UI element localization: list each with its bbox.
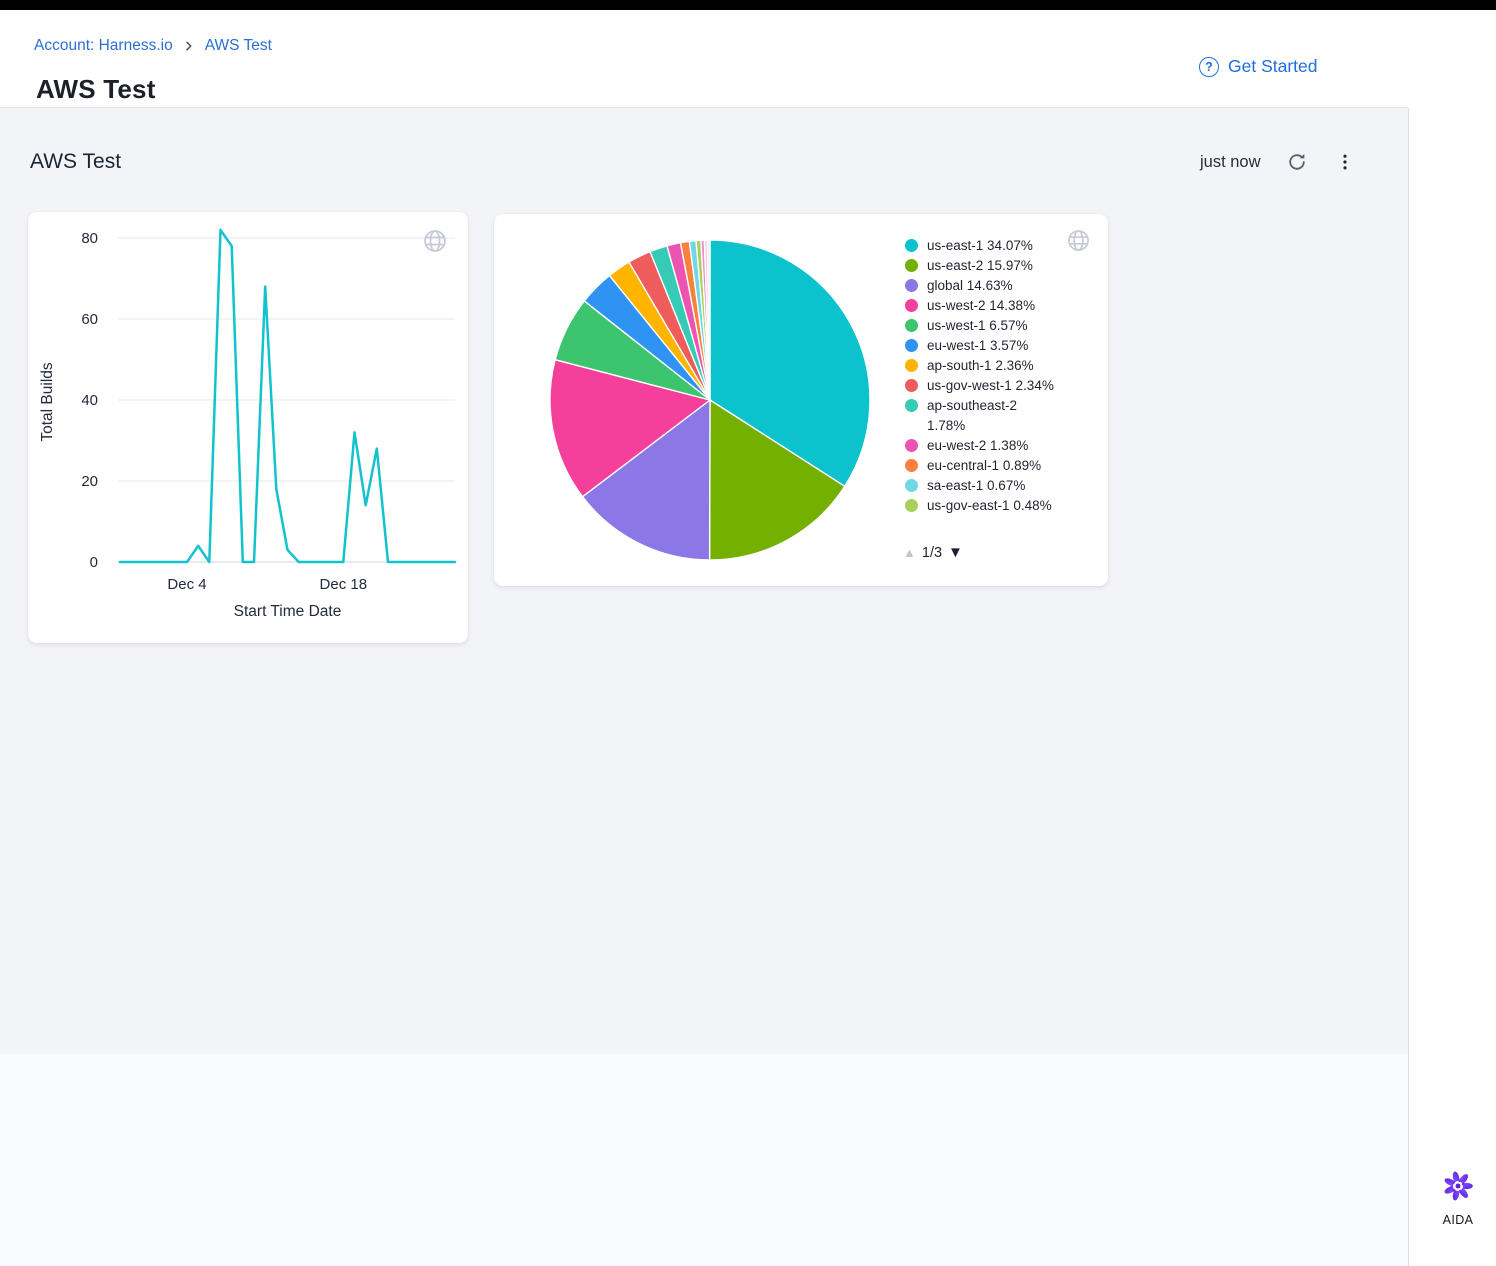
app-header: Account: Harness.io AWS Test AWS Test ? …: [0, 10, 1496, 108]
total-builds-line: [118, 228, 457, 564]
line-chart-svg: 0 20 40 60 80 Dec 4 Dec 18 Start Time Date Total…: [39, 228, 457, 620]
legend-color-dot: [905, 379, 918, 392]
x-tick-label: Dec 18: [320, 576, 368, 593]
legend-color-dot: [905, 239, 918, 252]
y-axis-label: Total Builds: [39, 362, 56, 442]
legend-label: eu-west-1 3.57%: [927, 338, 1029, 353]
right-rail: [1408, 108, 1496, 1266]
aida-button[interactable]: AIDA: [1428, 1168, 1488, 1227]
legend-color-dot: [905, 299, 918, 312]
y-tick-label: 40: [81, 392, 98, 409]
breadcrumb-page-link[interactable]: AWS Test: [204, 37, 272, 54]
refresh-button[interactable]: [1285, 150, 1309, 174]
legend-item-ap-southeast-2[interactable]: ap-southeast-2 1.78%: [905, 396, 1090, 436]
legend-item-ap-south-1[interactable]: ap-south-1 2.36%: [905, 356, 1090, 376]
legend-item-global[interactable]: global 14.63%: [905, 276, 1090, 296]
legend-label: us-west-1 6.57%: [927, 318, 1028, 333]
globe-icon: [1066, 228, 1091, 258]
legend-label: us-gov-west-1 2.34%: [927, 378, 1054, 393]
last-refreshed-label: just now: [1200, 152, 1261, 171]
legend-item-eu-west-2[interactable]: eu-west-2 1.38%: [905, 436, 1090, 456]
legend-item-sa-east-1[interactable]: sa-east-1 0.67%: [905, 476, 1090, 496]
pie-slice-us-west-2[interactable]: [549, 359, 711, 498]
page-title: AWS Test: [36, 74, 156, 104]
legend-color-dot: [905, 479, 918, 492]
legend-item-us-gov-west-1[interactable]: us-gov-west-1 2.34%: [905, 376, 1090, 396]
legend-label: eu-central-1 0.89%: [927, 458, 1042, 473]
legend-color-dot: [905, 359, 918, 372]
legend-pagination: ▲ 1/3 ▼: [903, 544, 963, 561]
legend-item-eu-central-1[interactable]: eu-central-1 0.89%: [905, 456, 1090, 476]
legend-label: ap-southeast-2 1.78%: [927, 398, 1018, 433]
pie-chart-tile: us-east-1 34.07% us-east-2 15.97% global 1…: [494, 214, 1108, 586]
legend-item-us-west-1[interactable]: us-west-1 6.57%: [905, 316, 1090, 336]
y-tick-label: 80: [81, 230, 98, 247]
header-divider: [0, 107, 1408, 108]
legend-page-down-icon[interactable]: ▼: [948, 544, 963, 561]
legend-label: global 14.63%: [927, 278, 1013, 293]
legend-color-dot: [905, 279, 918, 292]
pie-slice-us-east-2[interactable]: [708, 399, 846, 561]
get-started-label: Get Started: [1228, 56, 1318, 76]
legend-label: sa-east-1 0.67%: [927, 478, 1026, 493]
pie-slice-global[interactable]: [581, 399, 711, 561]
legend-item-us-west-2[interactable]: us-west-2 14.38%: [905, 296, 1090, 316]
legend-color-dot: [905, 319, 918, 332]
breadcrumb-account-link[interactable]: Account: Harness.io: [34, 37, 173, 54]
x-axis-label: Start Time Date: [234, 603, 342, 620]
top-edge-bar: [0, 0, 1496, 10]
legend-color-dot: [905, 339, 918, 352]
pie-slice-us-east-1[interactable]: [709, 239, 871, 488]
legend-page-indicator: 1/3: [921, 544, 943, 561]
get-started-button[interactable]: ? Get Started: [1199, 56, 1318, 77]
pie-slice[interactable]: [706, 239, 711, 401]
globe-icon: [422, 228, 448, 259]
legend-item-eu-west-1[interactable]: eu-west-1 3.57%: [905, 336, 1090, 356]
dashboard-actions: just now: [1200, 150, 1357, 174]
legend-label: ap-south-1 2.36%: [927, 358, 1034, 373]
legend-label: eu-west-2 1.38%: [927, 438, 1029, 453]
legend-page-up-icon[interactable]: ▲: [903, 545, 916, 560]
legend-item-us-east-1[interactable]: us-east-1 34.07%: [905, 236, 1090, 256]
y-tick-label: 60: [81, 311, 98, 328]
legend-color-dot: [905, 499, 918, 512]
legend-item-us-east-2[interactable]: us-east-2 15.97%: [905, 256, 1090, 276]
breadcrumb: Account: Harness.io AWS Test: [34, 37, 272, 55]
dashboard-canvas-bottom: [0, 1054, 1408, 1266]
legend-color-dot: [905, 259, 918, 272]
aida-flower-icon: [1440, 1168, 1476, 1209]
legend-label: us-east-1 34.07%: [927, 238, 1033, 253]
line-chart-tile: 0 20 40 60 80 Dec 4 Dec 18 Start Time Date Total…: [28, 212, 468, 643]
y-tick-label: 20: [81, 473, 98, 490]
aida-label: AIDA: [1442, 1213, 1474, 1227]
legend-color-dot: [905, 399, 918, 412]
dashboard-title: AWS Test: [30, 150, 122, 173]
pie-chart-svg: [549, 239, 871, 561]
pie-legend: us-east-1 34.07% us-east-2 15.97% global 1…: [905, 236, 1090, 542]
legend-label: us-gov-east-1 0.48%: [927, 498, 1052, 513]
legend-label: us-west-2 14.38%: [927, 298, 1036, 313]
y-tick-label: 0: [90, 554, 98, 571]
chevron-right-icon: [181, 38, 197, 54]
legend-color-dot: [905, 459, 918, 472]
x-tick-label: Dec 4: [167, 576, 206, 593]
help-circle-icon: ?: [1199, 56, 1219, 77]
legend-color-dot: [905, 439, 918, 452]
kebab-menu-button[interactable]: [1333, 150, 1357, 174]
legend-item-us-gov-east-1[interactable]: us-gov-east-1 0.48%: [905, 496, 1090, 516]
legend-label: us-east-2 15.97%: [927, 258, 1033, 273]
